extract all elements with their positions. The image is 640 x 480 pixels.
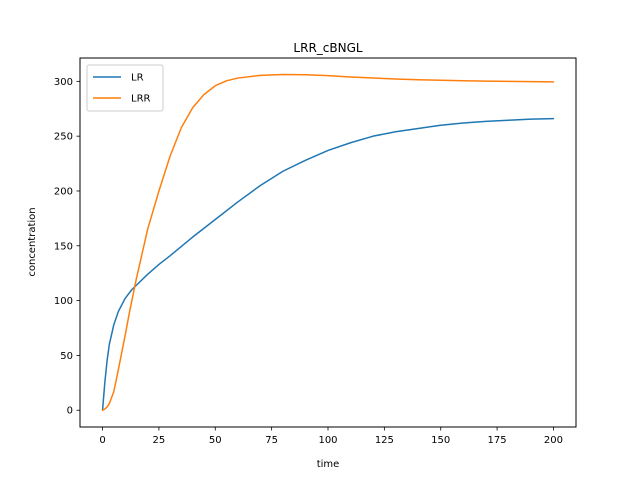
y-axis: 0 50 100 150 200 250 300 [54,77,80,417]
y-tick-label: 200 [54,186,73,197]
legend-label-lr: LR [131,73,144,84]
y-tick-label: 50 [60,351,73,362]
x-axis: 0 25 50 75 100 125 150 175 200 [99,427,563,446]
x-tick-label: 125 [375,435,394,446]
x-tick-label: 100 [318,435,337,446]
x-tick-label: 0 [99,435,105,446]
x-axis-label: time [317,459,340,470]
x-tick-label: 150 [431,435,450,446]
y-tick-label: 100 [54,296,73,307]
legend: LR LRR [86,64,164,112]
x-tick-label: 50 [209,435,222,446]
x-tick-label: 175 [488,435,507,446]
series-line-lr [101,117,555,411]
y-tick-label: 250 [54,132,73,143]
series-layer [101,73,555,411]
legend-label-lrr: LRR [131,94,151,105]
x-tick-label: 200 [544,435,563,446]
x-tick-label: 75 [265,435,278,446]
y-tick-label: 150 [54,241,73,252]
y-tick-label: 300 [54,77,73,88]
chart-title: LRR_cBNGL [293,41,362,55]
y-axis-label: concentration [27,207,38,276]
y-tick-label: 0 [67,406,73,417]
x-tick-label: 25 [153,435,166,446]
series-line-lrr [101,73,555,411]
legend-box [86,64,164,112]
